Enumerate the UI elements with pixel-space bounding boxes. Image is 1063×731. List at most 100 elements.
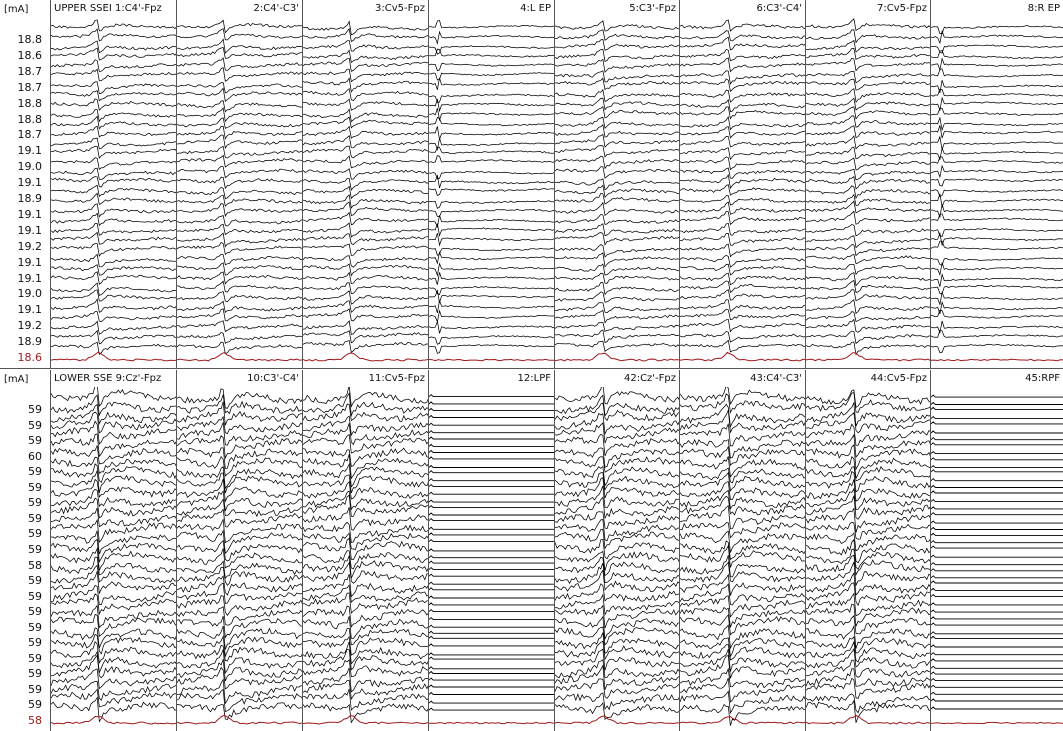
trace-line (680, 595, 805, 618)
trace-line (429, 98, 554, 113)
trace-line (303, 679, 428, 700)
trace-line (429, 126, 554, 141)
trace-line (429, 478, 554, 482)
trace-line (51, 253, 176, 268)
channel-column[interactable]: 44:Cv5-Fpz (805, 370, 930, 731)
trace-line (429, 319, 554, 334)
channel-column[interactable]: 2:C4'-C3' (176, 0, 302, 368)
channel-column[interactable]: 5:C3'-Fpz (554, 0, 679, 368)
trace-line (806, 455, 930, 480)
trace-line (51, 456, 176, 474)
axis-tick-label: 59 (28, 589, 42, 603)
axis-tick-label: 19.1 (17, 176, 43, 190)
axis-tick-label: 18.7 (17, 64, 43, 78)
trace-line (303, 49, 428, 63)
trace-line (51, 282, 176, 296)
trace-line (51, 145, 176, 159)
trace-line (51, 176, 176, 188)
trace-line (806, 175, 930, 190)
trace-line (429, 215, 554, 229)
axis-tick-label: 19.1 (17, 144, 43, 158)
trace-line (931, 532, 1063, 536)
trace-line (931, 107, 1063, 116)
trace-line (429, 93, 554, 103)
trace-line (429, 247, 554, 256)
channel-column[interactable]: 8:R EP (930, 0, 1063, 368)
trace-line (177, 678, 302, 705)
trace-line (51, 184, 176, 198)
trace-line (680, 184, 805, 196)
trace-line (177, 688, 302, 713)
waveform-traces (303, 387, 428, 725)
channel-column[interactable]: 10:C3'-C4' (176, 370, 302, 731)
trace-line (680, 606, 805, 628)
trace-line (931, 44, 1063, 54)
trace-line (429, 401, 554, 405)
trace-line (51, 564, 176, 584)
trace-line (555, 145, 679, 158)
reference-trace-line (429, 721, 554, 725)
trace-line (931, 320, 1063, 335)
trace-line (177, 649, 302, 674)
trace-line (555, 604, 679, 629)
axis-tick-label: 59 (28, 651, 42, 665)
channel-column[interactable]: 45:RPF (930, 370, 1063, 731)
channel-column[interactable]: 4:L EP (428, 0, 554, 368)
trace-line (429, 532, 554, 536)
trace-line (303, 480, 428, 500)
trace-line (303, 211, 428, 226)
trace-line (555, 340, 679, 353)
trace-line (680, 318, 805, 333)
trace-line (806, 479, 930, 502)
trace-line (555, 309, 679, 324)
trace-line (680, 555, 805, 578)
channel-column[interactable]: UPPER SSEI 1:C4'-Fpz (50, 0, 176, 368)
trace-line (303, 521, 428, 544)
unit-label: [mA] (4, 4, 29, 15)
channel-column[interactable]: 12:LPF (428, 370, 554, 731)
trace-line (51, 68, 176, 82)
trace-line (429, 616, 554, 621)
channel-column[interactable]: 11:Cv5-Fpz (302, 370, 428, 731)
waveform-traces (806, 389, 930, 725)
trace-line (429, 20, 554, 29)
trace-line (931, 204, 1063, 219)
trace-line (680, 690, 805, 714)
amplitude-axis: 18.8 18.6 18.7 18.7 18.8 18.8 18.7 19.1 19.0 19.1… (0, 0, 44, 368)
axis-tick-label: 58 (28, 558, 42, 572)
trace-line (303, 282, 428, 295)
trace-line (555, 472, 679, 491)
trace-line (555, 456, 679, 473)
channel-label: 43:C4'-C3' (750, 373, 802, 384)
channel-column[interactable]: 7:Cv5-Fpz (805, 0, 930, 368)
trace-line (555, 519, 679, 542)
trace-line (429, 299, 554, 314)
trace-line (555, 58, 679, 73)
trace-line (806, 135, 930, 150)
reference-trace-line (555, 715, 679, 725)
trace-line (429, 555, 554, 559)
trace-line (680, 70, 805, 85)
trace-line (806, 224, 930, 237)
trace-line (806, 582, 930, 607)
channel-column[interactable]: LOWER SSE 9:Cz'-Fpz (50, 370, 176, 731)
trace-line (177, 666, 302, 690)
channel-column[interactable]: 6:C3'-C4' (679, 0, 805, 368)
trace-line (931, 631, 1063, 635)
trace-line (429, 707, 554, 711)
trace-line (555, 583, 679, 602)
axis-tick-label: 19.1 (17, 255, 43, 269)
channel-column[interactable]: 42:Cz'-Fpz (554, 370, 679, 731)
trace-line (931, 616, 1063, 620)
trace-line (931, 652, 1063, 656)
trace-line (303, 57, 428, 72)
channel-column[interactable]: 43:C4'-C3' (679, 370, 805, 731)
trace-line (429, 422, 554, 426)
channel-column[interactable]: 3:Cv5-Fpz (302, 0, 428, 368)
trace-line (931, 50, 1063, 60)
trace-line (303, 387, 428, 408)
trace-line (303, 308, 428, 322)
trace-line (931, 88, 1063, 97)
trace-line (177, 125, 302, 140)
trace-line (303, 447, 428, 467)
